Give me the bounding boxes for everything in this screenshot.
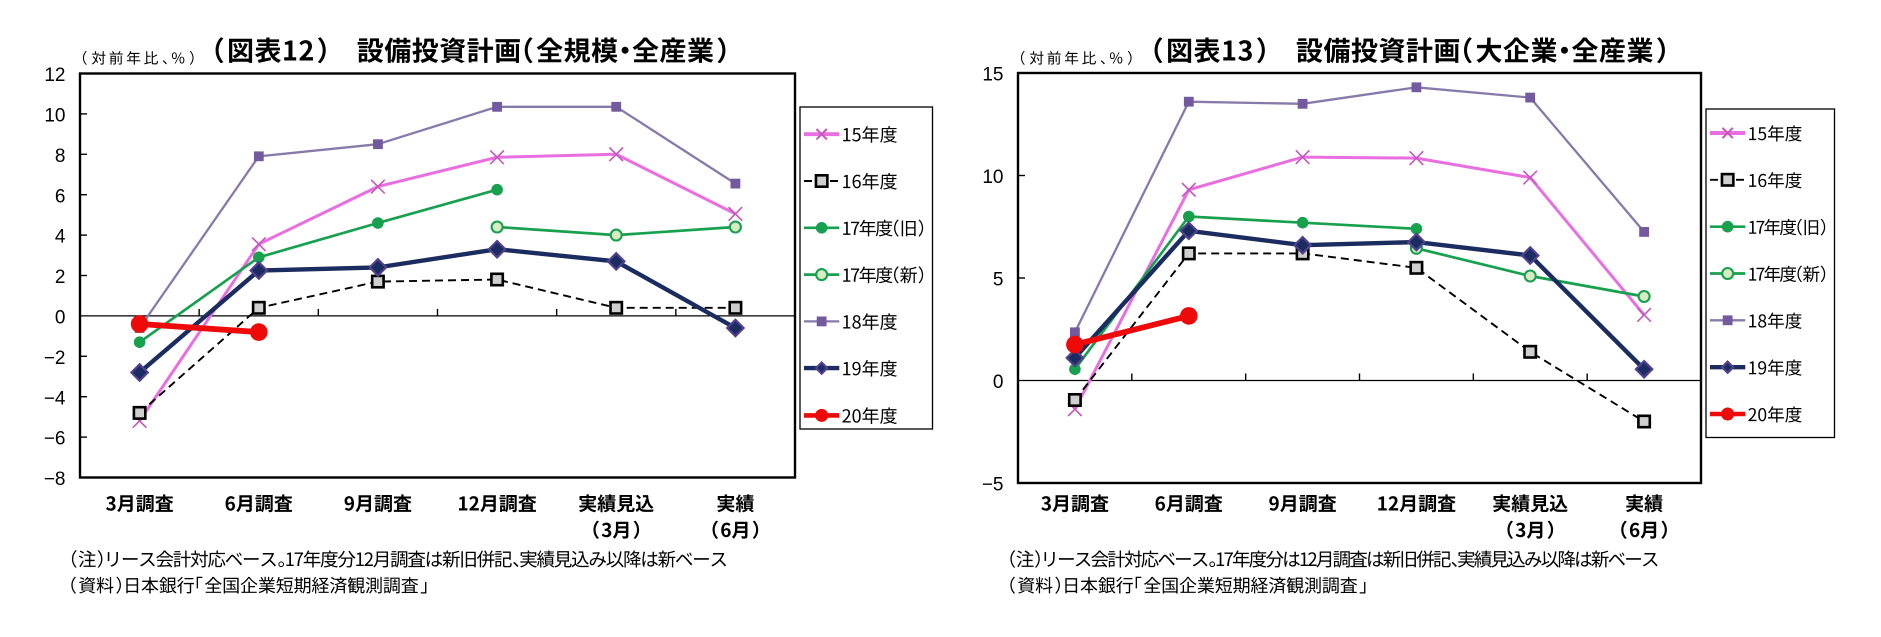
svg-text:0: 0 [55, 308, 66, 329]
svg-text:2: 2 [55, 267, 66, 288]
svg-text:−4: −4 [44, 388, 66, 409]
svg-text:4: 4 [55, 227, 66, 248]
svg-text:10: 10 [44, 106, 65, 127]
svg-text:−6: −6 [44, 429, 66, 450]
svg-text:12: 12 [44, 65, 65, 86]
svg-text:0: 0 [993, 372, 1004, 393]
svg-text:−2: −2 [44, 348, 66, 369]
svg-text:5: 5 [993, 270, 1004, 291]
svg-text:8: 8 [55, 146, 66, 167]
svg-text:6: 6 [55, 186, 66, 207]
svg-text:−8: −8 [44, 469, 66, 490]
svg-text:15: 15 [982, 65, 1003, 86]
svg-text:10: 10 [982, 167, 1003, 188]
svg-text:−5: −5 [982, 475, 1004, 496]
